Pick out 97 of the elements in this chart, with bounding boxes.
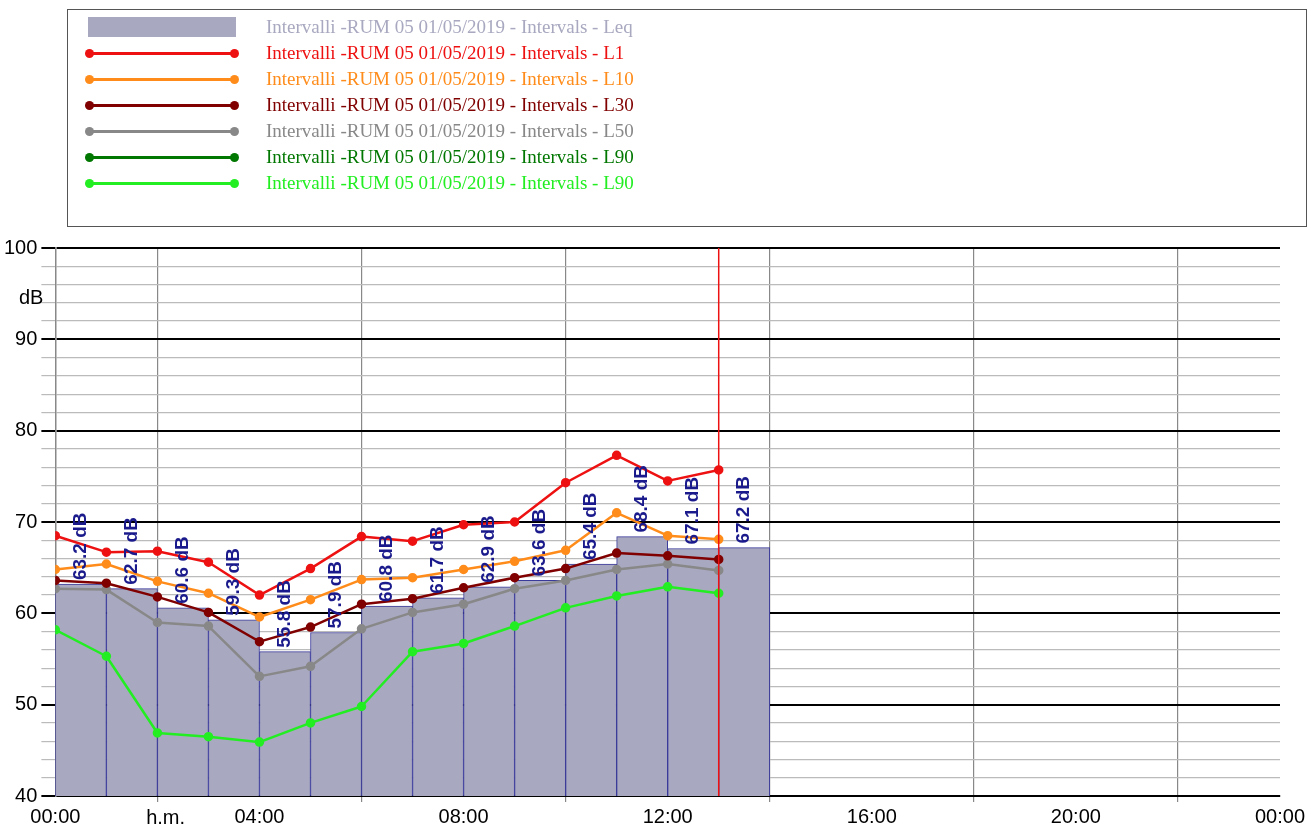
- point: [407, 607, 418, 618]
- point: [611, 591, 622, 601]
- point: [509, 556, 520, 567]
- point: [458, 583, 469, 593]
- x-tick-label: 00:00: [1254, 804, 1306, 827]
- point: [713, 465, 724, 475]
- point: [509, 517, 520, 527]
- y-tick-label: 80: [15, 418, 38, 441]
- x-tick-label: 00:00: [30, 804, 81, 827]
- x-tick-label: 08:00: [438, 804, 489, 827]
- point: [662, 559, 673, 569]
- point: [458, 564, 469, 575]
- legend-label: Intervalli -RUM 05 01/05/2019 - Intervals - L1: [266, 42, 625, 64]
- point: [407, 646, 418, 657]
- data-label: 65.4 dB: [579, 492, 601, 561]
- point: [356, 531, 367, 542]
- point: [203, 621, 214, 631]
- y-tick-label: 50: [15, 692, 38, 715]
- point: [101, 578, 112, 588]
- point: [458, 599, 469, 609]
- y-tick-label: 60: [15, 600, 38, 623]
- point: [305, 622, 316, 632]
- point: [356, 599, 367, 609]
- data-label: 59.3 dB: [222, 548, 244, 616]
- point: [152, 728, 163, 738]
- legend-label: Intervalli -RUM 05 01/05/2019 - Intervals - L50: [266, 120, 634, 142]
- point: [458, 519, 469, 530]
- point: [203, 731, 214, 742]
- x-tick-label: 04:00: [234, 804, 285, 827]
- y-axis-title: dB: [18, 285, 44, 308]
- data-label: 60.6 dB: [171, 536, 193, 604]
- point: [254, 671, 265, 682]
- point: [407, 593, 418, 604]
- legend-label: Intervalli -RUM 05 01/05/2019 - Intervals - L90: [266, 172, 634, 194]
- point: [611, 508, 622, 518]
- point: [611, 564, 622, 575]
- y-tick-label: 100: [3, 235, 38, 258]
- legend-label: Intervalli -RUM 05 01/05/2019 - Intervals - L30: [266, 94, 634, 116]
- point: [203, 607, 214, 618]
- data-label: 68.4 dB: [630, 465, 652, 533]
- point: [152, 617, 163, 628]
- point: [407, 536, 418, 546]
- data-label: 57.9 dB: [324, 560, 346, 629]
- y-tick-label: 90: [15, 326, 38, 349]
- x-tick-label: 16:00: [846, 804, 897, 827]
- point: [662, 551, 673, 561]
- point: [305, 563, 316, 574]
- point: [560, 575, 571, 586]
- legend-label: Intervalli -RUM 05 01/05/2019 - Intervals - L10: [266, 68, 634, 90]
- point: [458, 638, 469, 649]
- point: [407, 572, 418, 583]
- point: [356, 701, 367, 712]
- point: [203, 588, 214, 598]
- x-tick-label: 12:00: [642, 804, 693, 827]
- point: [305, 718, 316, 728]
- point: [101, 547, 112, 557]
- point: [152, 576, 163, 587]
- point: [611, 548, 622, 558]
- text: Intervalli -RUM 05 01/05/2019 - Intervals - Leq: [266, 16, 633, 38]
- point: [203, 557, 214, 567]
- point: [611, 450, 622, 461]
- data-label: 61.7 dB: [426, 526, 448, 594]
- point: [560, 545, 571, 556]
- point: [254, 612, 265, 622]
- data-label: 63.6 dB: [528, 508, 550, 577]
- point: [254, 590, 265, 600]
- point: [101, 651, 112, 662]
- data-label: 62.9 dB: [477, 515, 499, 583]
- data-label: 55.8 dB: [273, 580, 295, 648]
- data-label: 67.1 dB: [681, 476, 703, 545]
- point: [254, 737, 265, 747]
- point: [509, 572, 520, 583]
- point: [101, 559, 112, 569]
- data-label: 63.2 dB: [69, 512, 91, 581]
- point: [356, 574, 367, 585]
- point: [356, 624, 367, 634]
- point: [152, 546, 163, 556]
- y-tick-label: 70: [15, 509, 38, 532]
- x-tick-label: 20:00: [1050, 804, 1101, 827]
- point: [560, 603, 571, 613]
- point: [560, 477, 571, 488]
- point: [560, 563, 571, 574]
- legend-label: Intervalli -RUM 05 01/05/2019 - Intervals - L90: [266, 146, 634, 168]
- point: [305, 661, 316, 672]
- y-tick-label: 40: [15, 783, 38, 806]
- point: [662, 476, 673, 486]
- point: [509, 621, 520, 631]
- point: [254, 636, 265, 647]
- point: [152, 592, 163, 602]
- point: [305, 594, 316, 605]
- point: [662, 530, 673, 541]
- point: [662, 582, 673, 592]
- data-label: 62.7 dB: [120, 517, 142, 585]
- data-label: 67.2 dB: [732, 475, 754, 544]
- data-label: 60.8 dB: [375, 534, 397, 603]
- point: [509, 583, 520, 594]
- x-axis-title: h.m.: [146, 805, 186, 828]
